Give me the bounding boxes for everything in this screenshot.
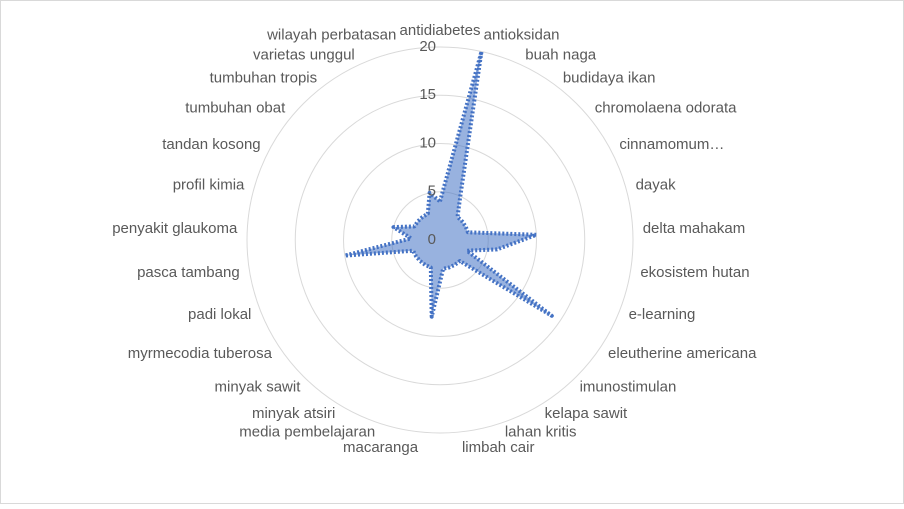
category-label: delta mahakam (643, 220, 746, 237)
r-tick-label: 10 (419, 134, 436, 151)
category-label: lahan kritis (505, 423, 577, 440)
category-label: myrmecodia tuberosa (128, 345, 273, 362)
category-label: eleutherine americana (608, 345, 757, 362)
category-label: minyak sawit (215, 378, 302, 395)
category-label: minyak atsiri (252, 405, 335, 422)
category-label: pasca tambang (137, 264, 240, 281)
category-label: macaranga (343, 439, 419, 456)
category-label: dayak (636, 177, 677, 194)
category-label: cinnamomum… (619, 136, 724, 153)
grid-ring (294, 94, 586, 386)
category-label: kelapa sawit (545, 405, 628, 422)
category-label: tumbuhan tropis (210, 69, 318, 86)
r-tick-label: 5 (428, 183, 436, 200)
radar-area (342, 49, 554, 319)
r-tick-label: 20 (419, 38, 436, 55)
category-label: antioksidan (484, 27, 560, 44)
grid-ring (343, 143, 537, 337)
category-label: chromolaena odorata (595, 100, 737, 117)
grid-ring (246, 46, 634, 434)
category-label: antidiabetes (400, 22, 481, 39)
category-label: profil kimia (173, 177, 245, 194)
category-label: budidaya ikan (563, 69, 656, 86)
category-label: ekosistem hutan (640, 264, 749, 281)
category-label: imunostimulan (580, 378, 677, 395)
category-label: tumbuhan obat (185, 100, 286, 117)
category-label: tandan kosong (162, 136, 260, 153)
category-label: limbah cair (462, 439, 535, 456)
category-label: penyakit glaukoma (112, 220, 238, 237)
category-label: padi lokal (188, 306, 251, 323)
category-label: media pembelajaran (239, 423, 375, 440)
r-tick-label: 0 (428, 231, 436, 248)
category-label: wilayah perbatasan (266, 27, 396, 44)
category-label: e-learning (629, 306, 696, 323)
category-label: varietas unggul (253, 47, 355, 64)
r-tick-label: 15 (419, 86, 436, 103)
category-label: buah naga (525, 47, 597, 64)
